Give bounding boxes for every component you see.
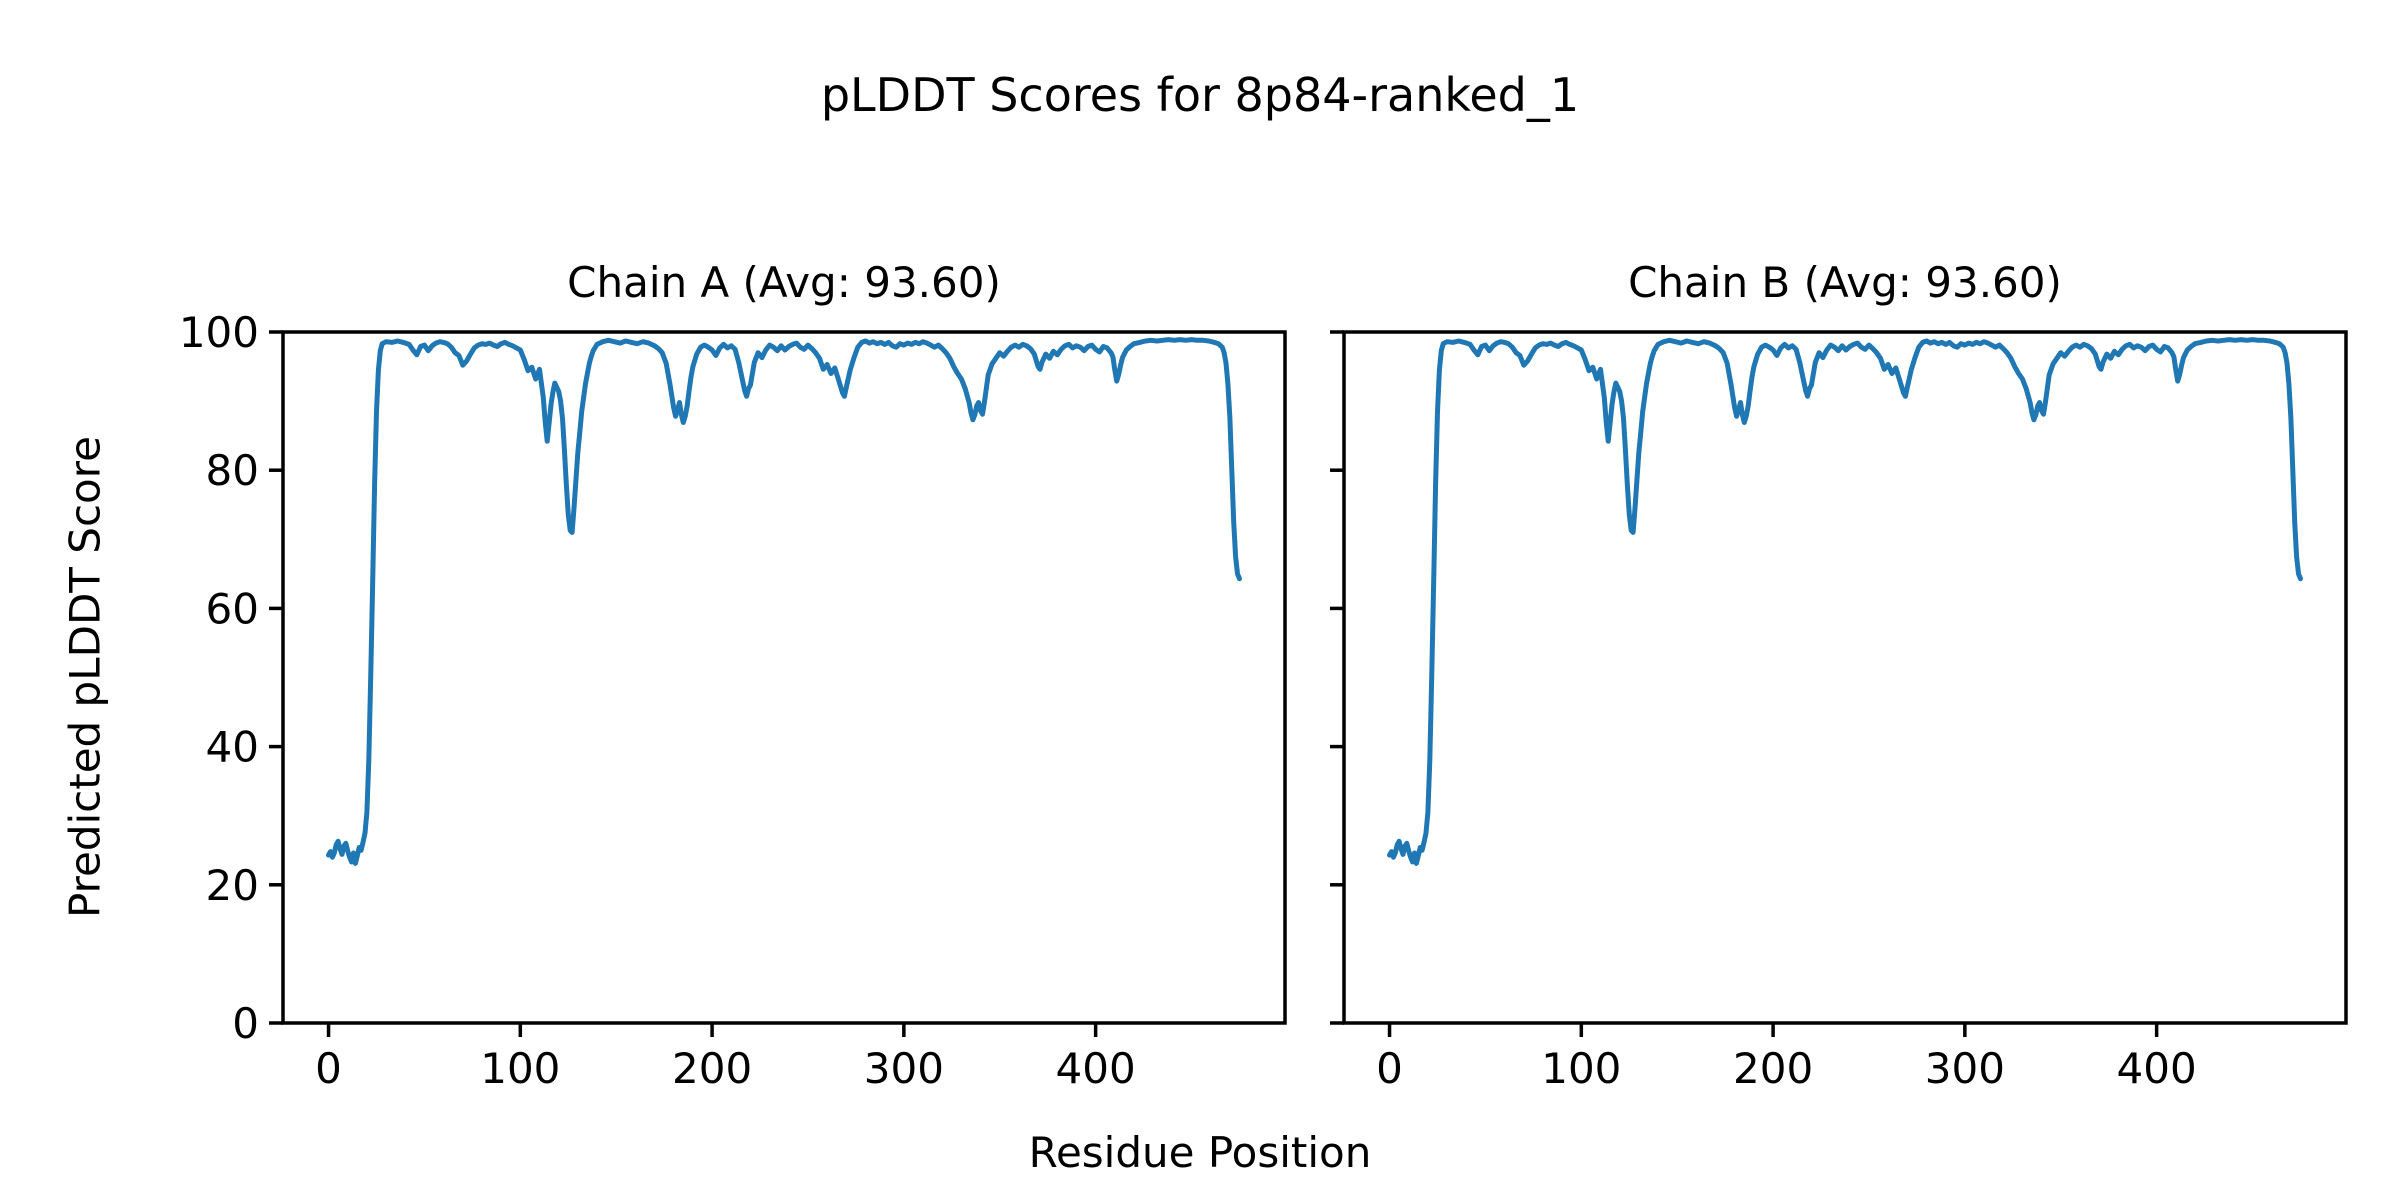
x-tick-label: 100 xyxy=(1541,1044,1621,1093)
plddt-line-chain-b xyxy=(1387,337,2303,866)
subplot-chain-b-title: Chain B (Avg: 93.60) xyxy=(1628,258,2062,307)
x-tick-label: 0 xyxy=(315,1044,342,1093)
y-tick-label: 0 xyxy=(232,999,259,1048)
y-tick-label: 80 xyxy=(206,446,259,495)
x-tick-label: 300 xyxy=(1925,1044,2005,1093)
subplot-chain-a-title: Chain A (Avg: 93.60) xyxy=(567,258,1001,307)
x-axis-label: Residue Position xyxy=(1028,1128,1372,1177)
axes-spines xyxy=(1342,330,2348,1025)
figure-title: pLDDT Scores for 8p84-ranked_1 xyxy=(820,68,1580,122)
axes-chain-a: 0 100 200 300 400 0 20 40 60 80 100 xyxy=(179,308,1287,1093)
x-tick-label: 400 xyxy=(1056,1044,1136,1093)
x-tick-label: 200 xyxy=(1733,1044,1813,1093)
x-tick-label: 100 xyxy=(480,1044,560,1093)
y-tick-label: 20 xyxy=(206,861,259,910)
x-tick-label: 200 xyxy=(672,1044,752,1093)
axes-spines xyxy=(281,330,1287,1025)
x-tick-label: 300 xyxy=(864,1044,944,1093)
y-tick-label: 100 xyxy=(179,308,259,357)
plddt-line-chain-a xyxy=(326,337,1242,866)
axes-chain-b: 0 100 200 300 400 xyxy=(1330,330,2348,1093)
y-tick-label: 60 xyxy=(206,584,259,633)
x-tick-label: 400 xyxy=(2117,1044,2197,1093)
y-tick-label: 40 xyxy=(206,723,259,772)
x-tick-label: 0 xyxy=(1376,1044,1403,1093)
